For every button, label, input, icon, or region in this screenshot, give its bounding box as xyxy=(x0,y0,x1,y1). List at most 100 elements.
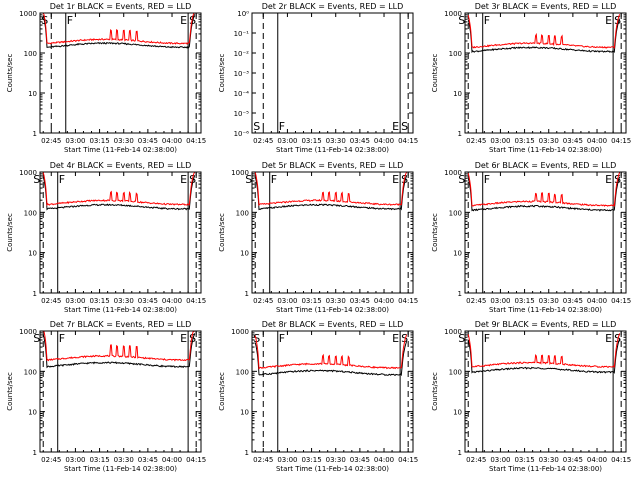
detector-panel-9: Det 9r BLACK = Events, RED = LLD Counts/s… xyxy=(431,320,631,473)
x-tick-label: 02:45 xyxy=(253,456,273,464)
x-tick-label: 03:15 xyxy=(89,297,109,305)
x-tick-label: 03:45 xyxy=(350,456,370,464)
marker-label-e: E xyxy=(605,14,612,27)
marker-label-s: S xyxy=(401,120,408,133)
plot-frame xyxy=(251,330,414,453)
lld-series-line xyxy=(42,12,195,45)
y-tick-label: 1 xyxy=(33,130,37,138)
x-tick-label: 04:00 xyxy=(374,297,394,305)
detector-panel-8: Det 8r BLACK = Events, RED = LLD Counts/s… xyxy=(218,320,418,473)
x-axis-label: Start Time (11-Feb-14 02:38:00) xyxy=(64,306,177,314)
y-axis-label: Counts/sec xyxy=(431,213,439,252)
panel-title: Det 9r BLACK = Events, RED = LLD xyxy=(475,320,617,329)
plot-frame xyxy=(39,12,202,134)
x-tick-label: 04:15 xyxy=(398,456,418,464)
y-axis-label: Counts/sec xyxy=(6,372,14,411)
y-tick-label: 1000 xyxy=(444,169,462,177)
events-series-line xyxy=(42,14,196,49)
x-tick-label: 02:45 xyxy=(466,297,486,305)
marker-label-f: F xyxy=(484,14,490,27)
x-tick-label: 02:45 xyxy=(253,137,273,145)
x-tick-label: 03:00 xyxy=(490,456,510,464)
x-tick-label: 03:30 xyxy=(326,137,346,145)
y-tick-label: 100 xyxy=(24,50,37,58)
x-tick-label: 04:00 xyxy=(374,456,394,464)
detector-panel-4: Det 4r BLACK = Events, RED = LLD Counts/s… xyxy=(6,161,206,314)
marker-label-s: S xyxy=(245,173,252,186)
x-tick-label: 03:30 xyxy=(114,456,134,464)
marker-label-e: E xyxy=(180,14,187,27)
y-axis-label: Counts/sec xyxy=(6,54,14,93)
y-tick-label: 10 xyxy=(453,250,462,258)
plot-frame xyxy=(464,330,627,453)
marker-label-e: E xyxy=(605,332,612,345)
x-tick-label: 04:15 xyxy=(398,137,418,145)
x-tick-label: 04:00 xyxy=(587,456,607,464)
y-tick-label: 1 xyxy=(458,449,462,457)
y-tick-label: 10 xyxy=(240,409,249,417)
y-axis-label: Counts/sec xyxy=(218,372,226,411)
marker-label-s: S xyxy=(458,173,465,186)
marker-label-e: E xyxy=(180,173,187,186)
y-tick-label: 10 xyxy=(28,250,37,258)
marker-label-s: S xyxy=(253,332,260,345)
x-tick-label: 03:30 xyxy=(114,297,134,305)
x-tick-label: 03:15 xyxy=(514,137,534,145)
x-tick-label: 03:00 xyxy=(490,137,510,145)
x-tick-label: 04:00 xyxy=(162,456,182,464)
plot-frame xyxy=(251,171,414,294)
y-tick-label: 1 xyxy=(33,290,37,298)
x-tick-label: 03:00 xyxy=(277,297,297,305)
events-series-line xyxy=(42,175,196,211)
x-tick-label: 02:45 xyxy=(253,297,273,305)
x-tick-label: 03:15 xyxy=(514,297,534,305)
detector-panel-5: Det 5r BLACK = Events, RED = LLD Counts/s… xyxy=(218,161,418,314)
y-tick-label: 10 xyxy=(28,409,37,417)
marker-label-s: S xyxy=(253,120,260,133)
panel-title: Det 6r BLACK = Events, RED = LLD xyxy=(475,161,617,170)
x-tick-label: 03:15 xyxy=(301,456,321,464)
marker-label-f: F xyxy=(279,332,285,345)
panel-title: Det 7r BLACK = Events, RED = LLD xyxy=(50,320,192,329)
marker-label-s: S xyxy=(401,332,408,345)
y-tick-label: 1 xyxy=(458,290,462,298)
y-tick-label: 1000 xyxy=(231,328,249,336)
x-tick-label: 03:00 xyxy=(65,456,85,464)
detector-panel-2: Det 2r BLACK = Events, RED = LLD Counts/s… xyxy=(218,2,418,154)
x-axis-label: Start Time (11-Feb-14 02:38:00) xyxy=(489,465,602,473)
lld-series-line xyxy=(467,172,621,208)
y-tick-label: 100 xyxy=(449,50,462,58)
y-tick-label: 100 xyxy=(449,209,462,217)
x-tick-label: 03:00 xyxy=(65,137,85,145)
x-tick-label: 03:15 xyxy=(301,137,321,145)
plot-frame xyxy=(464,171,627,294)
lld-series-line xyxy=(467,14,621,49)
y-tick-label: 10⁻⁵ xyxy=(234,110,250,118)
x-tick-label: 03:30 xyxy=(539,456,559,464)
y-tick-label: 1 xyxy=(458,130,462,138)
lld-series-line xyxy=(43,330,195,362)
plot-frame xyxy=(251,12,414,134)
x-tick-label: 03:15 xyxy=(89,137,109,145)
x-tick-label: 02:45 xyxy=(41,137,61,145)
lld-series-line xyxy=(467,333,621,369)
y-tick-label: 100 xyxy=(236,368,249,376)
events-series-line xyxy=(467,176,621,212)
detector-panel-3: Det 3r BLACK = Events, RED = LLD Counts/s… xyxy=(431,2,631,154)
x-tick-label: 04:15 xyxy=(611,137,631,145)
x-tick-label: 03:30 xyxy=(539,137,559,145)
x-tick-label: 03:15 xyxy=(514,456,534,464)
x-axis-label: Start Time (11-Feb-14 02:38:00) xyxy=(64,146,177,154)
y-axis-label: Counts/sec xyxy=(218,213,226,252)
plot-frame xyxy=(39,171,202,294)
marker-label-f: F xyxy=(59,332,65,345)
x-axis-label: Start Time (11-Feb-14 02:38:00) xyxy=(489,146,602,154)
panel-title: Det 5r BLACK = Events, RED = LLD xyxy=(262,161,404,170)
y-tick-label: 10⁻¹ xyxy=(234,30,250,38)
panel-title: Det 8r BLACK = Events, RED = LLD xyxy=(262,320,404,329)
x-tick-label: 04:15 xyxy=(611,456,631,464)
marker-label-e: E xyxy=(392,173,399,186)
detector-panel-7: Det 7r BLACK = Events, RED = LLD Counts/s… xyxy=(6,320,206,473)
y-tick-label: 10⁻⁶ xyxy=(234,130,250,138)
marker-label-f: F xyxy=(67,14,73,27)
